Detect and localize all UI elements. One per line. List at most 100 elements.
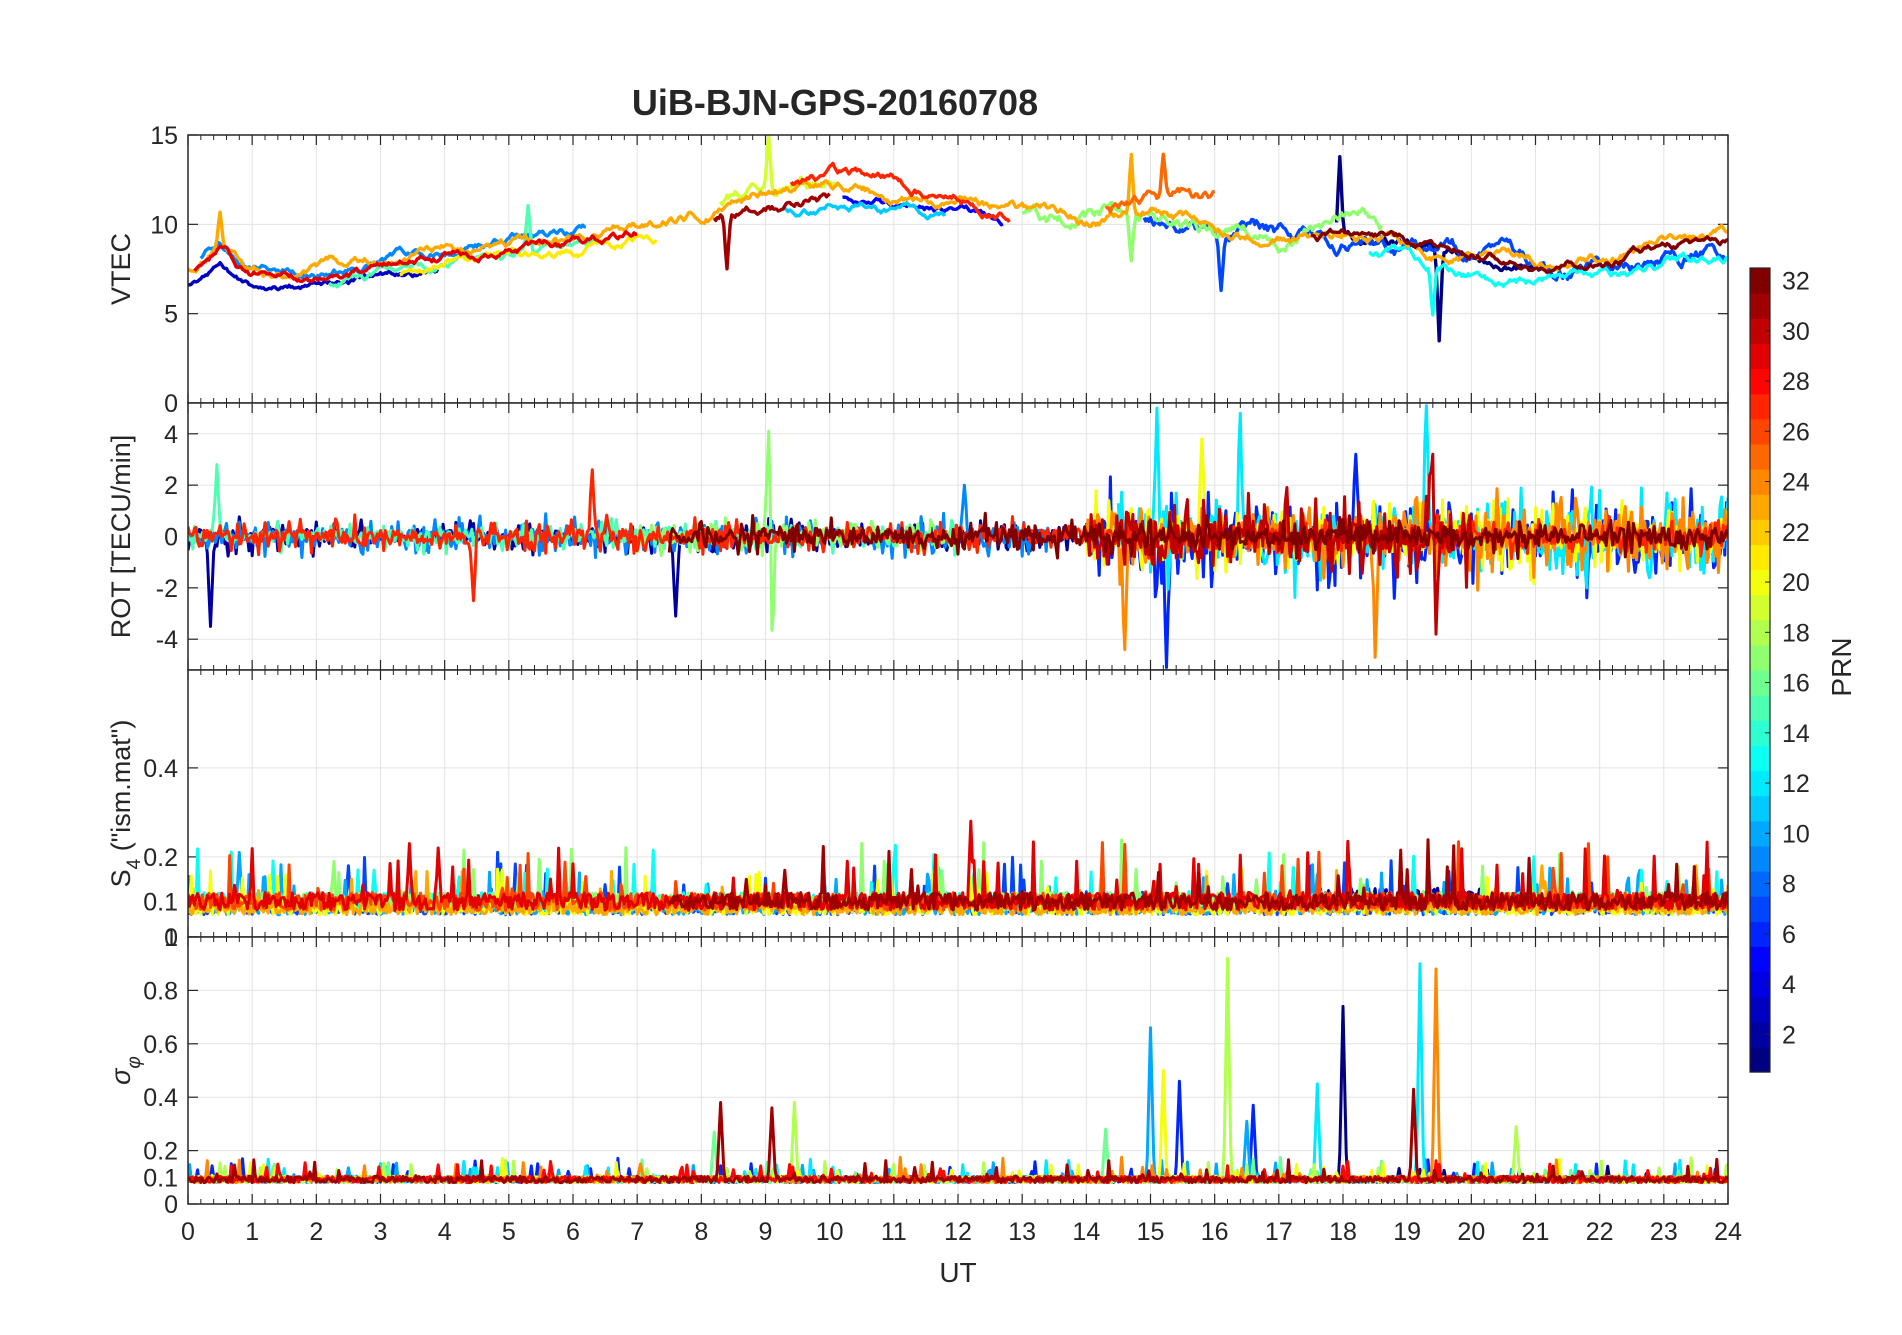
colorbar-segment [1750,318,1770,344]
series-line-prn-7 [1142,215,1728,293]
colorbar-segment [1750,971,1770,998]
colorbar-segment [1750,644,1770,671]
y-axis-label: ROT [TECU/min] [106,435,136,639]
colorbar-segment [1750,795,1770,822]
colorbar-segment [1750,393,1770,420]
colorbar-tick-label: 16 [1782,670,1810,698]
x-tick-label: 5 [502,1218,516,1246]
colorbar-tick-label: 12 [1782,770,1810,798]
colorbar-segment [1750,670,1770,696]
colorbar-segment [1750,443,1770,470]
colorbar-segment [1750,946,1770,973]
x-tick-label: 20 [1457,1218,1485,1246]
y-tick-label: -2 [156,575,178,603]
y-tick-label: 0 [164,524,178,552]
colorbar-segment [1750,469,1770,495]
chart-title: UiB-BJN-GPS-20160708 [632,82,1038,123]
colorbar-segment [1750,519,1770,545]
x-tick-label: 21 [1522,1218,1550,1246]
y-tick-label: -4 [156,626,178,654]
y-tick-label: 0.1 [143,888,178,916]
x-tick-label: 15 [1137,1218,1165,1246]
colorbar-segment [1750,845,1770,872]
series-line-prn-31 [668,838,1728,912]
series-line-prn-3 [188,261,440,292]
y-tick-label: 0.1 [143,1164,178,1192]
x-tick-label: 2 [309,1218,323,1246]
series-line-prn-17 [1021,200,1384,263]
y-tick-label: 0 [164,1191,178,1219]
y-tick-label: 1 [164,924,178,952]
colorbar-tick-label: 32 [1782,268,1810,296]
y-tick-label: 10 [150,211,178,239]
series-line-prn-31 [188,1087,1728,1185]
x-axis-label: UT [939,1257,976,1288]
colorbar-segment [1750,619,1770,646]
y-tick-label: 0.6 [143,1031,178,1059]
colorbar-segment [1750,896,1770,922]
colorbar-segment [1750,368,1770,395]
panel-rot: -4 -2 0 2 4 ROT [TECU/min] [106,402,1729,671]
panel-s4: 0 0.1 0.2 0.4S4 ("ism.mat") [106,669,1729,952]
y-tick-label: 2 [164,472,178,500]
colorbar-segment [1750,871,1770,897]
series-line-prn-27 [789,161,1011,224]
colorbar-segment [1750,544,1770,571]
series-line-prn-9 [199,223,587,280]
x-tick-label: 7 [630,1218,644,1246]
x-tick-label: 1 [245,1218,259,1246]
series-group [188,819,1728,917]
series-line-prn-25 [1104,152,1216,214]
y-tick-label: 0.2 [143,844,178,872]
colorbar-segment [1750,1021,1770,1048]
y-axis-label: S4 ("ism.mat") [106,720,145,888]
colorbar-tick-label: 6 [1782,921,1796,949]
series-line-prn-32 [1310,227,1728,274]
x-tick-labels: 0 1 2 3 4 5 6 7 8 9 10 11 12 13 14 15 16 17 18 19 20 21 22 23 24 [181,1218,1742,1246]
series-group [188,135,1728,343]
colorbar-segment [1750,268,1770,294]
x-tick-label: 3 [374,1218,388,1246]
colorbar-segment [1750,921,1770,947]
colorbar-label: PRN [1826,637,1857,696]
y-tick-label: 0.4 [143,755,178,783]
y-tick-label: 0.8 [143,977,178,1005]
series-line-prn-29 [193,229,638,284]
colorbar-segment [1750,695,1770,721]
y-axis-label: σφ [106,1056,145,1085]
colorbar-segment [1750,343,1770,370]
colorbar-segment [1750,996,1770,1023]
x-tick-label: 9 [759,1218,773,1246]
colorbar-tick-label: 22 [1782,519,1810,547]
colorbar-segment [1750,569,1770,596]
colorbar-tick-label: 30 [1782,318,1810,346]
x-tick-label: 23 [1650,1218,1678,1246]
colorbar-segment [1750,770,1770,797]
y-tick-label: 0 [164,390,178,418]
x-tick-label: 19 [1393,1218,1421,1246]
series-group [188,956,1728,1185]
x-tick-label: 11 [881,1218,907,1246]
colorbar-tick-label: 4 [1782,971,1796,999]
colorbar-segment [1750,594,1770,621]
x-tick-label: 4 [438,1218,452,1246]
colorbar-segment [1750,720,1770,746]
series-line-prn-11 [783,200,947,221]
series-line-prn-21 [399,233,658,277]
y-tick-label: 0 [164,924,178,952]
series-line-prn-32 [667,511,1728,560]
x-tick-label: 13 [1008,1218,1036,1246]
x-tick-label: 16 [1201,1218,1229,1246]
colorbar-frame [1749,267,1771,1073]
x-tick-label: 14 [1072,1218,1100,1246]
x-tick-label: 8 [694,1218,708,1246]
x-tick-label: 22 [1586,1218,1614,1246]
x-tick-label: 0 [181,1218,195,1246]
x-tick-label: 10 [816,1218,844,1246]
x-tick-label: 6 [566,1218,580,1246]
